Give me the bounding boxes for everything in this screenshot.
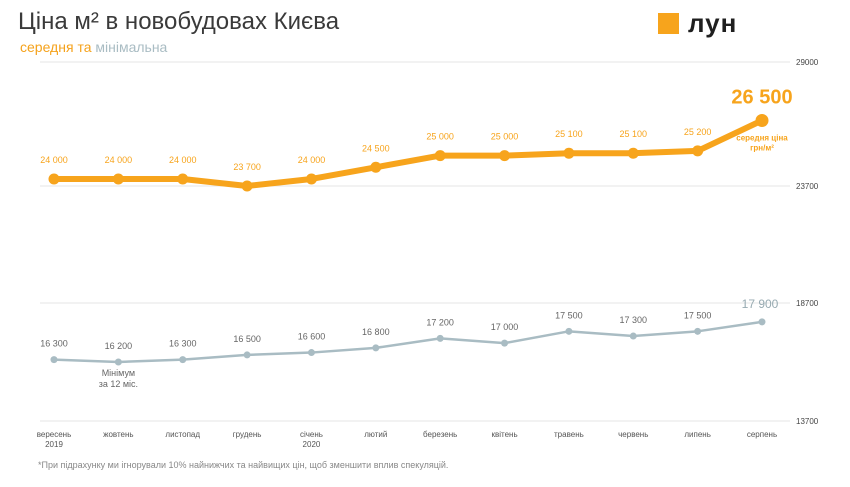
x-tick-label: 2019 <box>45 440 63 449</box>
minimum-point <box>372 344 380 352</box>
minimum-point <box>629 332 637 340</box>
average-point <box>755 113 769 127</box>
data-label: 23 700 <box>233 162 261 172</box>
average-point <box>692 145 704 157</box>
average-point <box>112 173 124 185</box>
data-label: 26 500 <box>731 86 792 108</box>
x-tick-label: 2020 <box>303 440 321 449</box>
y-tick-label: 18700 <box>796 299 819 308</box>
data-label: 16 200 <box>105 341 133 351</box>
x-tick-label: березень <box>423 430 457 439</box>
subtitle-minimum: мінімальна <box>95 39 168 55</box>
minimum-price-line <box>52 320 764 364</box>
x-tick-label: липень <box>684 430 711 439</box>
data-label: 17 200 <box>426 317 454 327</box>
data-label: 17 500 <box>684 310 712 320</box>
minimum-note: Мінімум <box>102 368 135 378</box>
data-label: 17 500 <box>555 310 583 320</box>
x-tick-label: лютий <box>364 430 387 439</box>
logo-square-icon <box>658 12 679 34</box>
data-label: 16 600 <box>298 332 326 342</box>
data-label: 24 000 <box>298 155 326 165</box>
average-point <box>305 173 317 185</box>
subtitle-and: та <box>77 39 92 55</box>
average-price-line <box>51 117 765 189</box>
y-tick-label: 23700 <box>796 182 819 191</box>
data-label: 17 900 <box>742 297 779 311</box>
footnote: *При підрахунку ми ігнорували 10% найниж… <box>38 460 449 470</box>
data-label: 25 200 <box>684 127 712 137</box>
data-label: 24 500 <box>362 143 390 153</box>
minimum-note: за 12 міс. <box>99 379 138 389</box>
x-tick-label: червень <box>618 430 648 439</box>
y-tick-label: 29000 <box>796 58 819 67</box>
subtitle-average: середня <box>20 39 74 55</box>
chart-title: Ціна м² в новобудовах Києва <box>18 8 340 35</box>
x-tick-label: листопад <box>165 430 200 439</box>
chart-subtitle: середня та мінімальна <box>20 39 167 55</box>
series-note: середня ціна <box>736 133 788 142</box>
data-label: 24 000 <box>105 155 133 165</box>
minimum-point <box>114 358 122 366</box>
minimum-point <box>243 351 251 359</box>
x-tick-label: вересень <box>37 430 72 439</box>
average-point <box>177 173 189 185</box>
logo-text: лун <box>688 7 738 38</box>
data-label: 16 300 <box>40 339 68 349</box>
data-label: 16 500 <box>233 334 261 344</box>
data-label: 17 000 <box>491 322 519 332</box>
average-point <box>48 173 60 185</box>
data-label: 25 100 <box>620 129 648 139</box>
minimum-point <box>436 334 444 342</box>
average-point <box>434 150 446 162</box>
average-point <box>627 147 639 159</box>
minimum-point <box>307 349 315 357</box>
average-point <box>563 147 575 159</box>
x-tick-label: січень <box>300 430 323 439</box>
average-point <box>370 161 382 173</box>
data-label: 24 000 <box>40 155 68 165</box>
x-tick-label: серпень <box>747 430 777 439</box>
minimum-point <box>179 356 187 364</box>
y-tick-label: 13700 <box>796 417 819 426</box>
series-note: грн/м² <box>750 143 774 152</box>
x-tick-label: травень <box>554 430 584 439</box>
data-label: 17 300 <box>620 315 648 325</box>
minimum-point <box>565 327 573 335</box>
minimum-point <box>50 356 58 364</box>
data-label: 16 300 <box>169 339 197 349</box>
x-tick-label: квітень <box>491 430 517 439</box>
minimum-point <box>694 327 702 335</box>
minimum-point <box>501 339 509 347</box>
lun-logo: лун <box>658 7 738 38</box>
data-label: 25 000 <box>426 132 454 142</box>
data-label: 25 100 <box>555 129 583 139</box>
data-label: 16 800 <box>362 327 390 337</box>
average-point <box>241 180 253 192</box>
average-point <box>499 150 511 162</box>
x-tick-label: жовтень <box>103 430 133 439</box>
x-tick-label: грудень <box>233 430 262 439</box>
data-label: 24 000 <box>169 155 197 165</box>
minimum-point <box>758 318 766 326</box>
data-label: 25 000 <box>491 132 519 142</box>
